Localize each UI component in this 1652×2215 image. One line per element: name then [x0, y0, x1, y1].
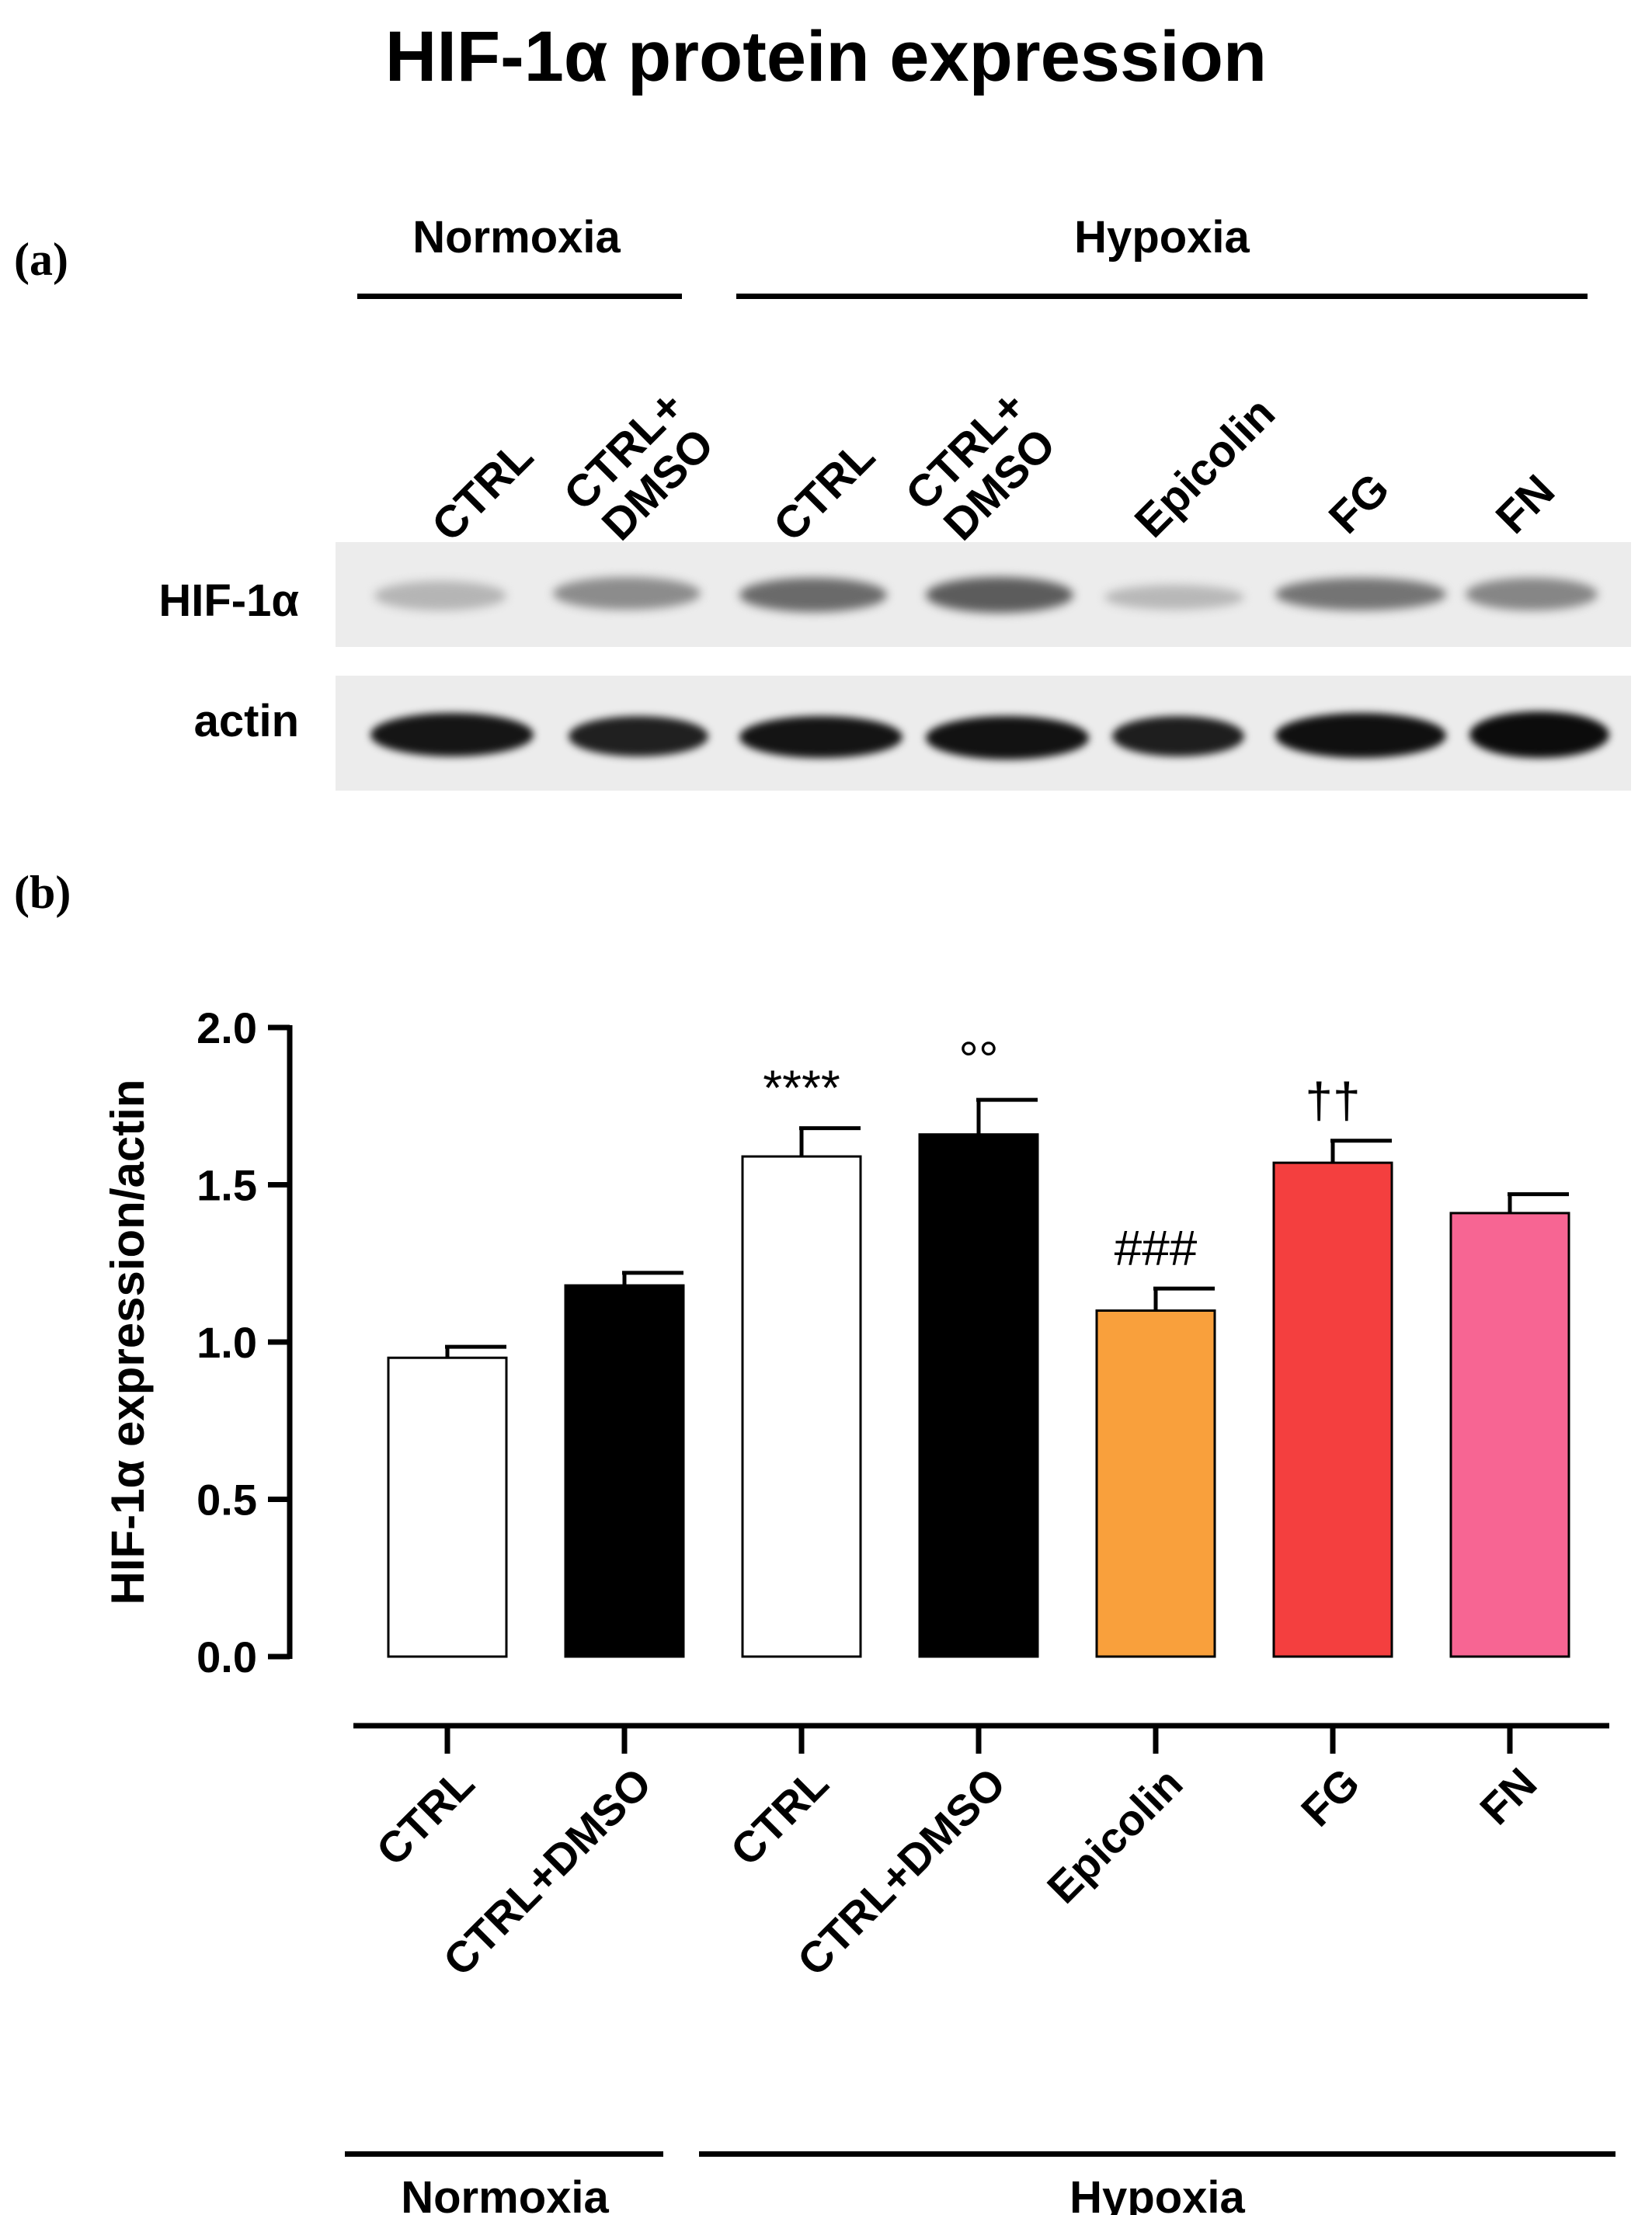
actin-blot [336, 676, 1631, 791]
y-tick-label-2: 1.0 [197, 1318, 257, 1367]
x-tick-label-0: CTRL [367, 1758, 483, 1875]
significance-label-3: °° [958, 1031, 998, 1087]
x-tick-label-5: FG [1292, 1758, 1369, 1836]
blot-row-label-actin: actin [193, 696, 299, 746]
actin-band-7 [1469, 711, 1609, 758]
hif-band-2 [553, 577, 701, 610]
actin-band-1 [370, 713, 534, 756]
x-tick-label-2: CTRL [721, 1758, 837, 1875]
bar-6 [1449, 1212, 1570, 1658]
bar-3 [918, 1133, 1039, 1658]
actin-band-4 [926, 716, 1089, 760]
panel-b-hypoxia-line [699, 2151, 1615, 2157]
bar-2 [741, 1155, 862, 1658]
hif-band-4 [926, 577, 1073, 613]
bar-0 [387, 1356, 508, 1658]
panel-a-hypoxia-label: Hypoxia [1074, 212, 1250, 263]
y-axis-label: HIF-1α expression/actin [102, 1079, 154, 1605]
y-tick-label-0: 0.0 [197, 1633, 257, 1681]
hif-blot [336, 542, 1631, 647]
panel-b-normoxia-label: Normoxia [401, 2172, 609, 2215]
blot-row-label-hif: HIF-1α [158, 575, 299, 626]
panel-a-normoxia-line [357, 294, 682, 299]
panel-b-hypoxia-label: Hypoxia [1069, 2172, 1245, 2215]
significance-label-4: ### [1115, 1220, 1198, 1276]
x-tick-label-4: Epicolin [1038, 1758, 1192, 1913]
significance-label-5: †† [1305, 1073, 1360, 1128]
hif-band-7 [1466, 578, 1598, 610]
hif-band-3 [739, 578, 887, 612]
significance-label-2: **** [763, 1060, 840, 1116]
panel-a-hypoxia-line [736, 294, 1588, 299]
panel-b-normoxia-line [345, 2151, 663, 2157]
x-tick-label-6: FN [1470, 1758, 1546, 1834]
panel-a-normoxia-label: Normoxia [412, 212, 621, 263]
bar-5 [1272, 1161, 1393, 1658]
bar-4 [1095, 1309, 1216, 1658]
y-tick-label-3: 1.5 [197, 1161, 257, 1210]
figure-title: HIF-1α protein expression [384, 17, 1268, 96]
bar-1 [564, 1284, 685, 1658]
hif-band-5 [1104, 585, 1244, 610]
y-tick-label-1: 0.5 [197, 1476, 257, 1525]
actin-band-6 [1275, 713, 1446, 758]
y-tick-label-4: 2.0 [197, 1003, 257, 1052]
actin-band-3 [739, 716, 903, 758]
hif-band-6 [1275, 578, 1446, 610]
panel-a-label: (a) [14, 234, 68, 285]
panel-b-label: (b) [14, 867, 71, 918]
actin-band-5 [1112, 716, 1244, 756]
actin-band-2 [569, 716, 708, 756]
hif-band-1 [374, 581, 506, 610]
